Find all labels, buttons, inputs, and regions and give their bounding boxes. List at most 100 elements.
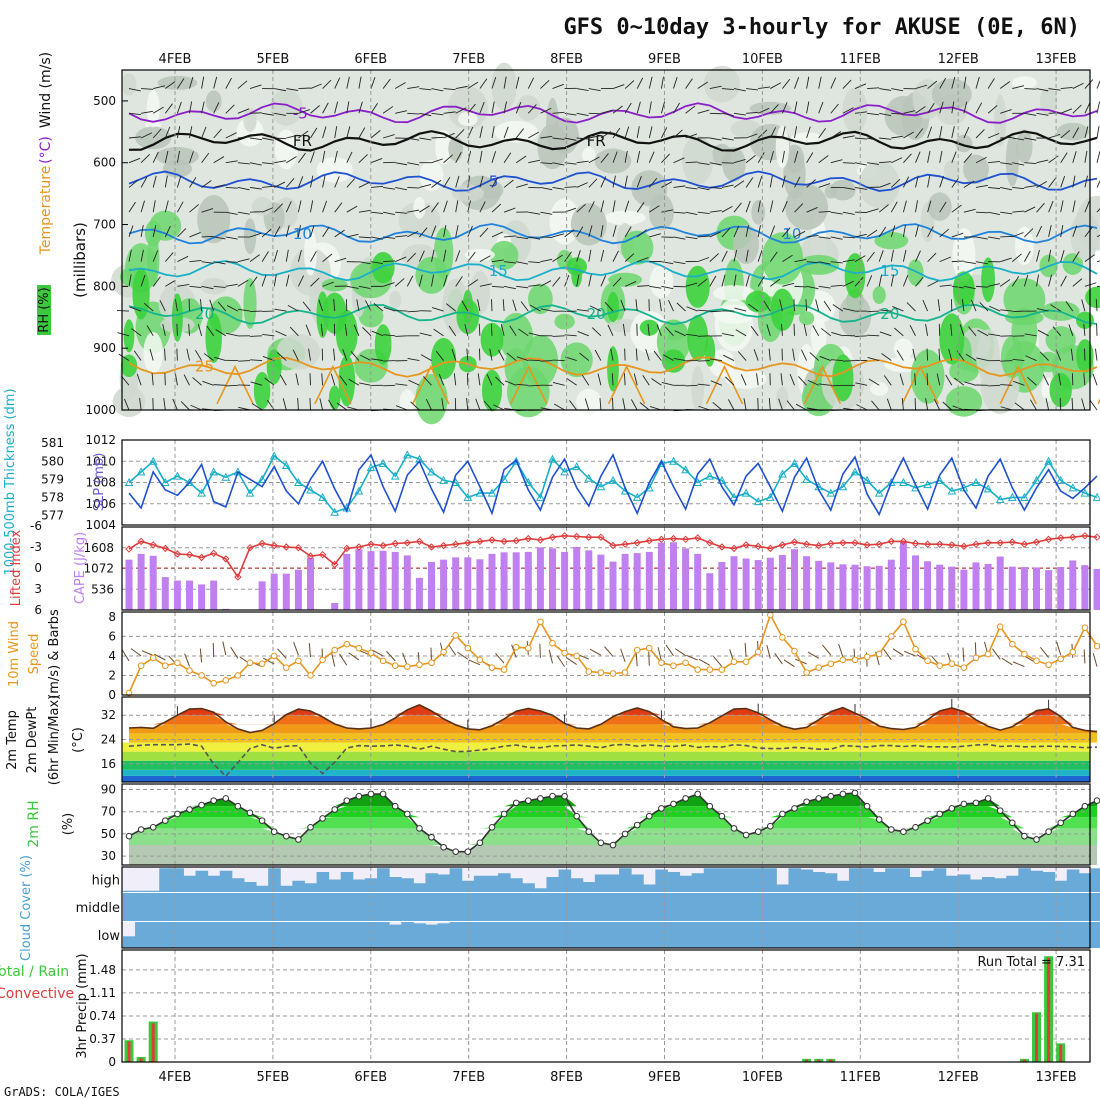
wind-barb (842, 236, 855, 239)
thickness-marker (536, 492, 545, 501)
wind-barb (842, 360, 856, 362)
wind-barb (831, 331, 844, 337)
wind-barb (842, 135, 855, 139)
lifted-index-marker (125, 545, 133, 553)
cloud-bar-high (703, 868, 717, 892)
wind-barb (1096, 79, 1100, 89)
wind-barb (891, 88, 904, 92)
wind-speed-marker (996, 623, 1004, 630)
rh-marker (706, 802, 714, 810)
wind-barb (183, 374, 190, 386)
wind-barb (431, 202, 439, 213)
cloud-bar-high (352, 879, 366, 892)
wind-barb (274, 160, 287, 164)
cape-bar (899, 541, 907, 610)
cloud-bar-low (885, 922, 898, 948)
wind-barb (963, 285, 976, 290)
thickness-marker (257, 474, 267, 483)
wind-barb (540, 236, 553, 238)
wind-barb (866, 208, 879, 213)
rh-shade-blob (874, 231, 909, 250)
wind-barb (383, 260, 396, 263)
wind-barb (237, 80, 248, 89)
wind-barb (540, 360, 553, 362)
temperature-fill-band (129, 715, 1097, 725)
wind-barb (588, 201, 595, 213)
wind-barb (636, 126, 640, 139)
wind-barb (552, 83, 564, 89)
cloud-bar-high (316, 872, 330, 892)
wind-barb (951, 204, 962, 213)
wind-barb (423, 376, 432, 386)
wind-barb (475, 398, 481, 411)
wind-speed-marker (718, 666, 726, 673)
wind-barb (528, 159, 541, 164)
thickness-marker (160, 477, 170, 486)
cloud-bar-high (1054, 880, 1068, 892)
rh-marker (270, 828, 278, 836)
wind-barb (1070, 348, 1074, 361)
wind-barb (395, 310, 408, 312)
cloud-bar-low (945, 922, 959, 948)
cloud-bar-high (582, 882, 596, 892)
wind-barb (346, 126, 351, 139)
wind-barb (274, 137, 287, 140)
temp-tick-16: 16 (101, 757, 116, 771)
wind-barb (177, 228, 187, 238)
wind-barb (1036, 159, 1049, 164)
cloud-bar-middle (606, 893, 620, 921)
wind-barb (540, 162, 553, 165)
wind-barb (407, 187, 420, 189)
cloud-bar-high (425, 873, 439, 892)
wind-barb (382, 78, 391, 89)
upper-axis-title-temp-unit: (°C) (38, 136, 54, 164)
wind-barb (477, 299, 481, 312)
cloud-bar-high (1030, 870, 1044, 892)
rh-shade-blob (1039, 87, 1058, 116)
rh-shade-blob (121, 73, 137, 96)
wind-barb (370, 157, 383, 164)
wind-barb (141, 88, 154, 90)
surface-wind-barb (838, 643, 844, 658)
cape-bar (863, 566, 871, 610)
rh-marker (258, 817, 266, 824)
wind-barb (915, 151, 921, 163)
cloud-bar-low (461, 922, 475, 948)
wind-barb (685, 236, 698, 240)
wind-barb (419, 205, 430, 213)
wind-speed-marker (525, 644, 532, 652)
cloud-bar-low (873, 922, 886, 948)
wind-barb (746, 111, 759, 114)
wind-barb (133, 350, 142, 361)
lifted-index-marker (548, 533, 557, 541)
wind-barb (890, 225, 896, 238)
temp-tick-24: 24 (101, 733, 116, 747)
thickness-marker (281, 460, 291, 469)
wind-barb (491, 231, 504, 238)
wind-barb (782, 282, 795, 287)
rh-shade-blob (143, 331, 164, 374)
thickness-marker (209, 467, 219, 476)
surface-wind-barb (154, 653, 166, 661)
rh-marker (839, 790, 847, 798)
bottom-date-label-6FEB: 6FEB (354, 1070, 387, 1085)
wind-barb (406, 275, 414, 287)
wind-barb (697, 257, 710, 263)
rh-shade-blob (649, 265, 674, 298)
wind-barb (327, 399, 336, 411)
wind-barb (971, 299, 977, 312)
rh-high-blob (639, 319, 659, 336)
bottom-date-label-13FEB: 13FEB (1036, 1070, 1077, 1085)
wind-barb (262, 112, 275, 116)
wind-barb (866, 275, 873, 287)
rh-marker (996, 807, 1004, 814)
wind-barb (685, 78, 693, 89)
wind-barb (1000, 187, 1013, 191)
surface-temperature-contour (607, 364, 646, 405)
wind-barb (1084, 282, 1097, 287)
rh-marker (585, 828, 593, 836)
rh-shade-blob (703, 65, 741, 103)
wind-barb (528, 284, 541, 287)
thickness-marker (862, 475, 872, 484)
